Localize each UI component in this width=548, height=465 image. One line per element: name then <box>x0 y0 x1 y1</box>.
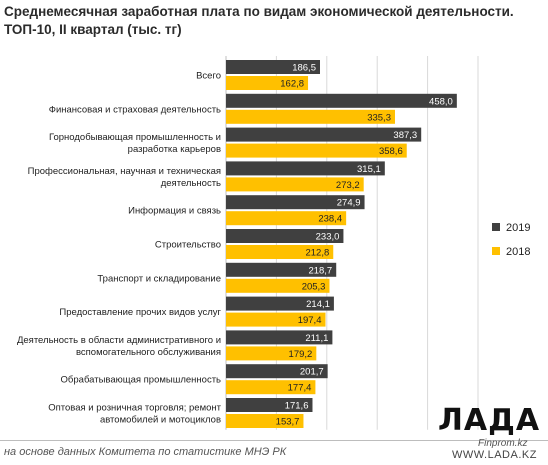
chart-title: Среднемесячная заработная плата по видам… <box>4 4 514 37</box>
data-label-2018: 177,4 <box>288 383 312 394</box>
category-label: Деятельность в области административного… <box>17 335 221 358</box>
bar-2019 <box>226 93 457 108</box>
bar-2018 <box>226 143 407 158</box>
category-label: Финансовая и страховая деятельность <box>49 104 221 115</box>
category-label: Профессиональная, научная и техническая д… <box>28 166 221 189</box>
category-label: Обрабатывающая промышленность <box>61 375 222 386</box>
data-label-2018: 179,2 <box>289 349 313 360</box>
bar-2019 <box>226 161 385 176</box>
data-label-2019: 458,0 <box>429 96 453 107</box>
category-label: Горнодобывающая промышленность и разработ… <box>49 132 221 155</box>
category-label: Строительство <box>155 240 221 251</box>
data-label-2019: 201,7 <box>300 367 324 378</box>
data-label-2018: 335,3 <box>367 112 391 123</box>
bar-2018 <box>226 346 317 361</box>
bar-chart: 186,5 162,8 Всего 458,0 335,3 Финансовая и ст… <box>17 56 530 430</box>
category-label: Оптовая и розничная торговля; ремонт авто… <box>48 403 221 426</box>
bar-2018 <box>226 177 364 192</box>
data-label-2018: 212,8 <box>305 248 329 259</box>
source-note: на основе данных Комитета по статистике … <box>4 446 287 458</box>
legend-swatch-2019 <box>492 223 500 231</box>
bar-2019 <box>226 262 337 277</box>
bar-2019 <box>226 60 320 74</box>
bar-2019 <box>226 127 422 142</box>
data-label-2019: 233,0 <box>316 232 340 243</box>
bar-2019 <box>226 398 313 412</box>
data-label-2019: 218,7 <box>308 265 332 276</box>
bar-2018 <box>226 109 395 124</box>
finprom-watermark: Finprom.kz <box>478 438 528 449</box>
data-label-2018: 273,2 <box>336 180 360 191</box>
data-label-2019: 315,1 <box>357 164 381 175</box>
category-label: Транспорт и складирование <box>97 273 221 284</box>
data-label-2018: 197,4 <box>298 315 322 326</box>
lada-logo: ЛАДА <box>438 403 541 438</box>
bar-2018 <box>226 211 347 226</box>
bar-2019 <box>226 229 344 243</box>
category-label: Информация и связь <box>128 206 221 217</box>
legend-label-2018: 2018 <box>506 246 530 258</box>
bar-2018 <box>226 312 326 327</box>
data-label-2019: 186,5 <box>292 63 316 74</box>
bar-2018 <box>226 278 330 293</box>
lada-url: WWW.LADA.KZ <box>452 449 537 461</box>
data-label-2019: 387,3 <box>393 130 417 141</box>
data-label-2019: 171,6 <box>285 401 309 412</box>
bar-2019 <box>226 195 365 210</box>
source-divider <box>0 440 548 441</box>
category-label: Всего <box>196 71 221 82</box>
data-label-2018: 153,7 <box>276 417 300 428</box>
data-label-2018: 162,8 <box>280 79 304 90</box>
category-label: Предоставление прочих видов услуг <box>59 307 221 318</box>
bar-2018 <box>226 245 334 259</box>
bar-2018 <box>226 414 304 428</box>
data-label-2019: 211,1 <box>305 333 328 344</box>
data-label-2019: 214,1 <box>306 299 330 310</box>
data-label-2018: 358,6 <box>379 146 403 157</box>
legend-label-2019: 2019 <box>506 222 530 234</box>
bar-2019 <box>226 364 328 379</box>
data-label-2019: 274,9 <box>337 198 361 209</box>
legend-swatch-2018 <box>492 247 500 255</box>
bar-2019 <box>226 330 333 345</box>
bar-2018 <box>226 380 316 395</box>
data-label-2018: 205,3 <box>302 281 326 292</box>
bar-2019 <box>226 296 334 311</box>
bar-2018 <box>226 76 309 90</box>
data-label-2018: 238,4 <box>318 214 342 225</box>
